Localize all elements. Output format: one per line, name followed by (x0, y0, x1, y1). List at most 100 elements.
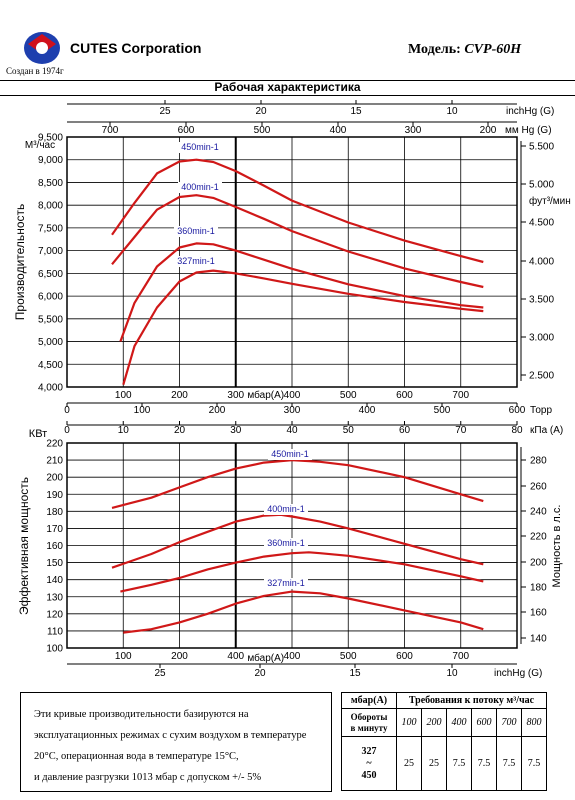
power-y-tick: 130 (46, 592, 63, 603)
kpa-tick-label: 10 (118, 425, 130, 436)
power-right-tick-label: 200 (530, 558, 547, 569)
power-y-tick: 140 (46, 575, 63, 586)
power-y-tick: 100 (46, 644, 63, 655)
power-y-label: Эффективная мощность (17, 477, 31, 615)
top-mmhg-unit: мм Hg (G) (505, 125, 552, 136)
flow-x-unit: мбар(A) (247, 389, 284, 401)
flow-x-tick-label: 200 (171, 390, 188, 401)
flow-right-tick-label: 3.500 (529, 295, 554, 306)
flow-y-tick: 4,500 (38, 360, 63, 371)
pressure-cell: 100 (396, 708, 422, 737)
pressure-cell: 400 (446, 708, 472, 737)
flow-y-tick: 7,500 (38, 223, 63, 234)
power-y-tick: 190 (46, 490, 63, 501)
kpa-tick-label: 40 (286, 425, 298, 436)
requirement-value-cell: 25 (396, 736, 422, 791)
power-right-tick-label: 280 (530, 456, 547, 467)
kpa-unit: кПа (A) (530, 425, 563, 436)
top-inchhg-tick-label: 20 (255, 106, 267, 117)
top-mmhg-tick-label: 600 (178, 125, 195, 136)
flow-x-tick-label: 300 (227, 390, 244, 401)
table-header-flow: Требования к потоку м³/час (396, 692, 547, 709)
note-box (20, 692, 332, 792)
power-x-tick-label: 200 (171, 651, 188, 662)
power-y-tick: 220 (46, 439, 63, 450)
torr-tick-label: 0 (64, 405, 70, 416)
table-header-speed: Обороты в минуту (341, 708, 397, 737)
requirement-value-cell: 7.5 (521, 736, 547, 791)
flow-y-tick: 6,000 (38, 292, 63, 303)
model-label-text: Модель: (408, 42, 461, 57)
pressure-cell: 800 (521, 708, 547, 737)
bottom-inchhg-tick-label: 15 (349, 668, 361, 679)
power-x-tick-label: 600 (396, 651, 413, 662)
torr-tick-label: 600 (509, 405, 526, 416)
power-x-tick-label: 500 (340, 651, 357, 662)
flow-y-tick: 9,500 (38, 133, 63, 144)
flow-series-label-bg (174, 226, 218, 237)
flow-series-line (119, 242, 484, 342)
flow-y-tick: 5,000 (38, 337, 63, 348)
flow-series-label-bg (178, 182, 222, 193)
flow-right-tick-label: 5.500 (529, 142, 554, 153)
power-series-label: 400min-1 (267, 504, 305, 514)
flow-right-tick-label: 5.000 (529, 180, 554, 191)
flow-y-tick: 6,500 (38, 269, 63, 280)
speed-header-line: в минуту (350, 722, 388, 733)
power-series-line (120, 551, 484, 593)
torr-tick-label: 200 (209, 405, 226, 416)
flow-y-label: Производительность (13, 204, 27, 320)
flow-series-label: 360min-1 (177, 226, 215, 236)
torr-unit: Торр (530, 405, 552, 416)
power-y-unit: КВт (29, 428, 47, 440)
top-mmhg-tick-label: 700 (102, 125, 119, 136)
power-right-tick-label: 140 (530, 634, 547, 645)
flow-right-tick-label: 2.500 (529, 371, 554, 382)
power-right-tick-label: 160 (530, 608, 547, 619)
flow-right-tick-label: 4.000 (529, 257, 554, 268)
top-mmhg-tick-label: 500 (254, 125, 271, 136)
power-series-label-bg (264, 538, 308, 549)
model-name: CVP-60H (464, 42, 522, 57)
flow-x-tick-label: 600 (396, 390, 413, 401)
kpa-tick-label: 50 (343, 425, 355, 436)
speed-header-line: Обороты (350, 711, 388, 722)
pressure-cell: 600 (471, 708, 497, 737)
torr-tick-label: 500 (434, 405, 451, 416)
top-inchhg-tick-label: 15 (350, 106, 362, 117)
note-line: эксплуатационных режимах с сухим воздухо… (34, 730, 307, 741)
flow-x-tick-label: 400 (284, 390, 301, 401)
power-right-tick-label: 180 (530, 583, 547, 594)
flow-series-label: 450min-1 (181, 142, 219, 152)
flow-right-tick-label: 4.500 (529, 218, 554, 229)
bottom-inchhg-tick-label: 25 (154, 668, 166, 679)
kpa-tick-label: 80 (511, 425, 523, 436)
flow-series-line (111, 194, 484, 289)
power-series-label-bg (264, 578, 308, 589)
top-inchhg-tick-label: 25 (159, 106, 171, 117)
flow-series-label-bg (174, 256, 218, 267)
power-y-tick: 170 (46, 524, 63, 535)
power-right-tick-label: 220 (530, 532, 547, 543)
kpa-tick-label: 60 (399, 425, 411, 436)
flow-series-line (122, 269, 484, 386)
speed-range-cell: 327 ~ 450 (341, 736, 397, 791)
note-line: 20°C, операционная вода в температуре 15… (34, 751, 239, 762)
power-right-tick-label: 260 (530, 482, 547, 493)
company-name: CUTES Corporation (70, 40, 202, 56)
top-inchhg-unit: inchHg (G) (506, 106, 554, 117)
power-y-tick: 120 (46, 609, 63, 620)
power-y-tick: 110 (47, 626, 63, 637)
note-text: Эти кривые производительности базируются… (34, 704, 326, 788)
founded-year: Создан в 1974г (6, 66, 64, 76)
flow-right-unit: фут³/мин (529, 195, 571, 207)
power-x-tick-label: 100 (115, 651, 132, 662)
performance-chart: 4,000 4,500 5,000 5,500 6,000 6,500 7,000 7,500… (13, 100, 571, 679)
power-series-label-bg (268, 449, 312, 460)
power-x-unit: мбар(A) (247, 652, 284, 664)
power-y-tick: 200 (46, 473, 63, 484)
requirement-value-cell: 7.5 (446, 736, 472, 791)
flow-right-tick-label: 3.000 (529, 333, 554, 344)
kpa-tick-label: 20 (174, 425, 186, 436)
company-logo (24, 32, 60, 64)
